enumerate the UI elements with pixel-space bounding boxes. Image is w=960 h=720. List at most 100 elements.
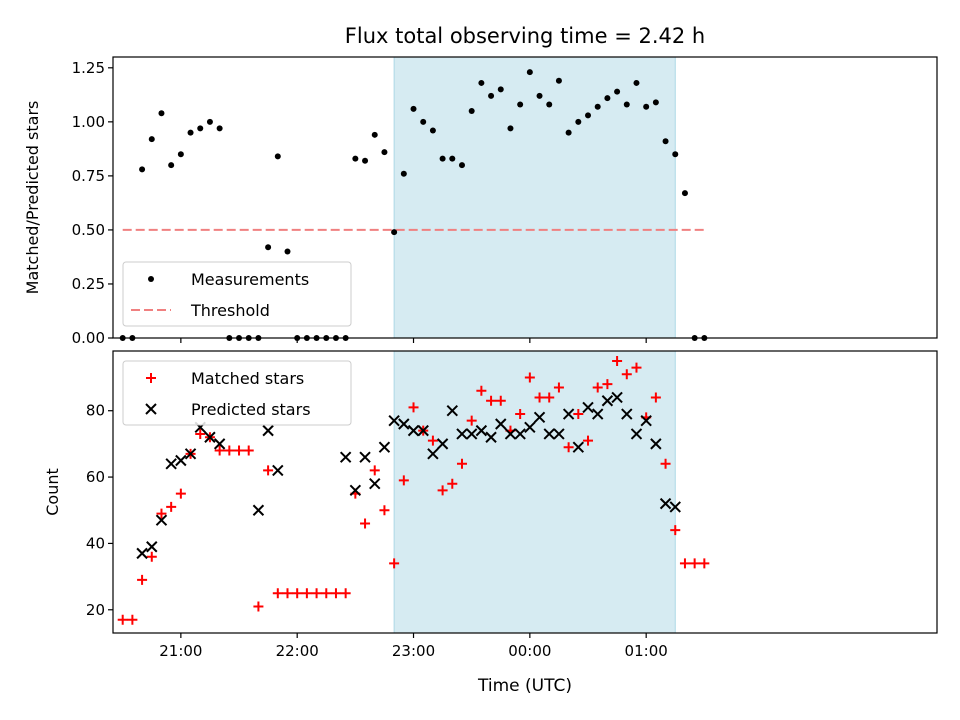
measurement-point <box>633 79 640 86</box>
predicted-stars-point <box>427 448 439 460</box>
predicted-stars-point <box>184 448 197 460</box>
predicted-stars-point <box>562 408 575 420</box>
predicted-stars-point <box>378 441 391 453</box>
matched-stars-point <box>486 395 497 406</box>
matched-stars-point <box>650 392 661 403</box>
matched-stars-point <box>137 574 148 585</box>
predicted-stars-point <box>582 401 594 414</box>
matched-stars-point <box>447 478 458 489</box>
matched-stars-point <box>670 525 681 536</box>
matched-stars-point <box>456 458 467 469</box>
measurement-point <box>391 229 398 236</box>
measurement-point <box>410 105 417 112</box>
matched-stars-point <box>224 445 235 456</box>
measurement-point <box>458 162 465 169</box>
predicted-stars-point <box>650 438 662 450</box>
measurement-point <box>206 118 213 125</box>
measurement-point <box>265 244 272 251</box>
matched-stars-point <box>631 362 642 373</box>
predicted-stars-point <box>572 441 585 453</box>
matched-stars-point <box>282 588 293 599</box>
measurement-point <box>604 95 611 102</box>
legend-marker-predicted <box>145 403 157 415</box>
measurement-point <box>429 127 436 134</box>
matched-stars-point <box>612 355 623 366</box>
matched-stars-point <box>234 445 245 456</box>
legend-label: Predicted stars <box>191 400 311 419</box>
matched-stars-point <box>466 415 477 426</box>
predicted-stars-point <box>388 414 400 427</box>
matched-stars-point <box>495 395 506 406</box>
matched-stars-point <box>253 601 264 612</box>
matched-stars-point <box>127 614 138 625</box>
predicted-stars-point <box>369 477 381 490</box>
measurement-point <box>585 112 592 119</box>
measurement-point <box>158 110 165 117</box>
matched-stars-point <box>408 402 419 413</box>
predicted-stars-point <box>359 451 371 463</box>
x-tick-label: 21:00 <box>159 642 202 660</box>
matched-stars-point <box>660 458 671 469</box>
highlight-span <box>393 56 676 339</box>
predicted-stars-point <box>495 418 507 430</box>
matched-stars-point <box>156 508 167 519</box>
matched-stars-point <box>602 379 613 390</box>
predicted-stars-point <box>436 438 449 450</box>
measurement-point <box>662 138 669 145</box>
measurement-point <box>672 151 679 158</box>
predicted-stars-point <box>640 414 652 427</box>
matched-stars-point <box>524 372 535 383</box>
matched-stars-point <box>369 465 380 476</box>
measurement-point <box>187 129 194 136</box>
predicted-stars-point <box>504 428 517 440</box>
measurement-point <box>352 155 359 162</box>
matched-stars-point <box>621 369 632 380</box>
predicted-stars-point <box>543 428 555 440</box>
y-tick-label: 20 <box>86 601 105 619</box>
matched-stars-point <box>515 409 526 420</box>
matched-stars-point <box>146 551 157 562</box>
predicted-stars-point <box>272 464 284 477</box>
predicted-stars-point <box>669 501 681 513</box>
matched-stars-point <box>573 409 584 420</box>
predicted-stars-point <box>456 428 468 440</box>
matched-stars-point <box>301 588 312 599</box>
legend: Matched stars Predicted stars <box>122 360 352 426</box>
matched-stars-point <box>195 428 206 439</box>
measurement-point <box>507 125 514 132</box>
bottom-panel-count-plot: 21:00 22:00 23:00 00:00 01:00 20 40 60 80 Count Ma… <box>43 350 938 660</box>
matched-stars-point <box>563 442 574 453</box>
measurement-point <box>652 99 659 106</box>
matched-stars-point <box>389 558 400 569</box>
predicted-stars-point <box>533 411 546 424</box>
predicted-stars-point <box>514 428 526 440</box>
y-tick-label: 1.00 <box>72 113 105 131</box>
predicted-stars-point <box>417 424 429 437</box>
predicted-stars-point <box>349 484 362 497</box>
x-tick-label: 00:00 <box>508 642 551 660</box>
axes-frame <box>112 350 938 634</box>
measurement-point <box>623 101 630 108</box>
highlight-span <box>393 350 676 634</box>
matched-stars-point <box>311 588 322 599</box>
matched-stars-point <box>117 614 128 625</box>
predicted-stars-point <box>213 438 226 450</box>
predicted-stars-point <box>465 428 478 440</box>
x-tick-label: 22:00 <box>276 642 319 660</box>
predicted-stars-point <box>446 405 459 417</box>
matched-stars-point <box>340 588 351 599</box>
matched-stars-point <box>263 465 274 476</box>
y-tick-label: 80 <box>86 402 105 420</box>
matched-stars-point <box>398 475 409 486</box>
legend: Measurements Threshold <box>122 261 352 327</box>
legend-box <box>122 261 352 327</box>
predicted-stars-point <box>524 421 536 434</box>
measurement-point <box>274 153 281 160</box>
measurement-point <box>517 101 524 108</box>
matched-stars-point <box>534 392 545 403</box>
predicted-stars-point <box>659 497 672 510</box>
predicted-stars-point <box>475 424 488 437</box>
matched-stars-point <box>321 588 332 599</box>
series-matched-stars <box>117 355 710 625</box>
